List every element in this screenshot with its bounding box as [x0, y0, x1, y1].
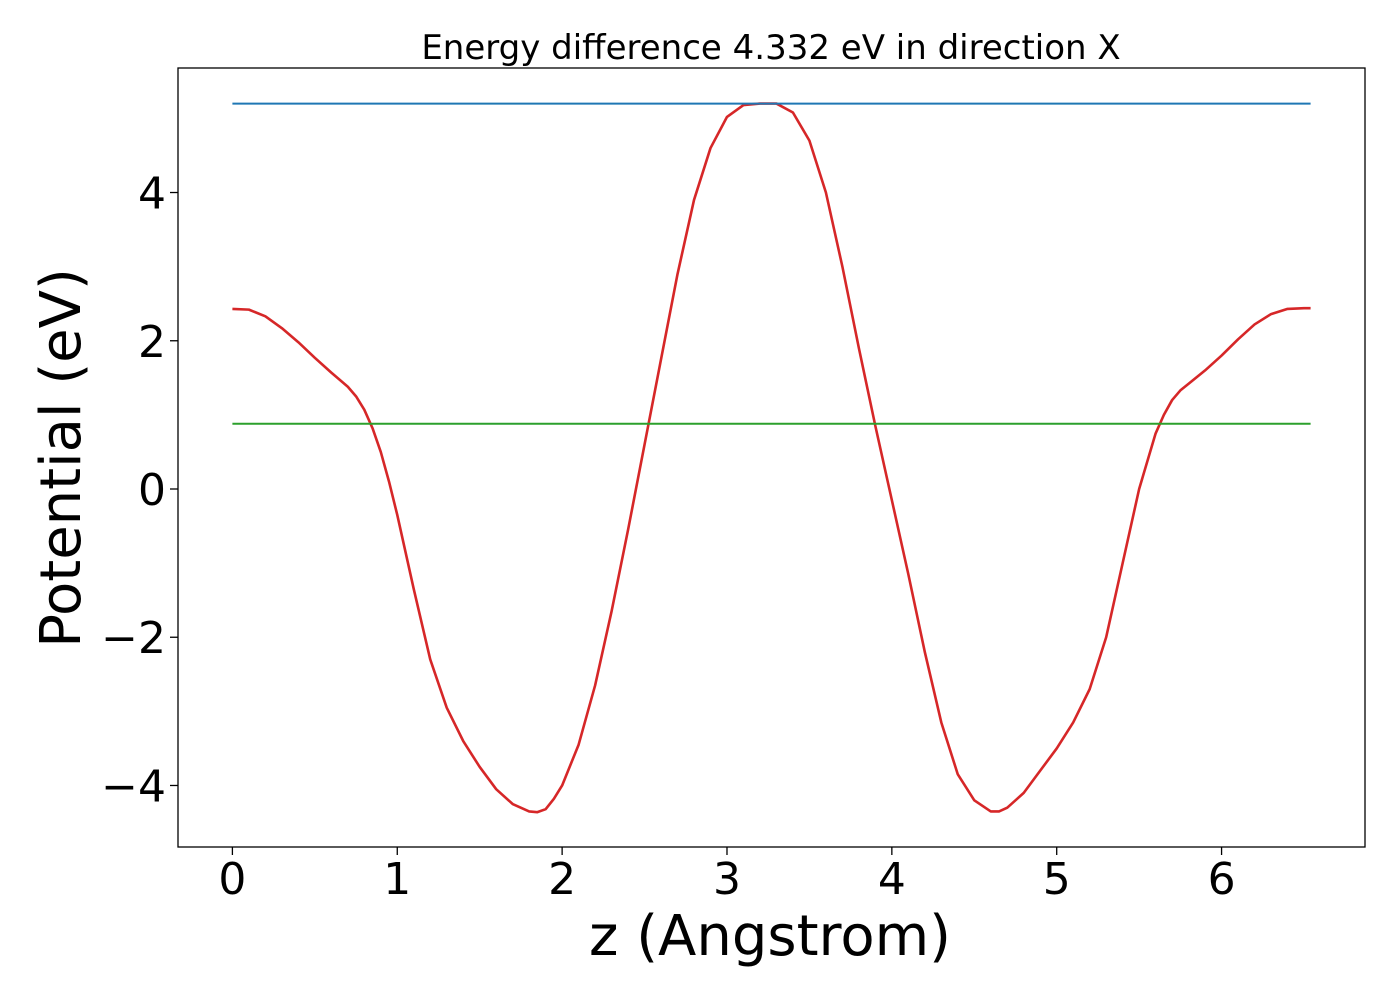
- x-tick-label: 3: [713, 854, 741, 905]
- y-axis-ticks: −4 −2 0 2 4: [101, 169, 178, 812]
- y-axis-label: Potential (eV): [29, 268, 94, 648]
- x-tick-label: 4: [878, 854, 906, 905]
- x-tick-label: 2: [548, 854, 576, 905]
- x-tick-label: 1: [383, 854, 411, 905]
- x-axis-label: z (Angstrom): [589, 904, 951, 969]
- y-tick-label: 0: [138, 465, 166, 516]
- series-line-0: [232, 102, 1311, 814]
- y-tick-label: 2: [138, 317, 166, 368]
- plot-frame: [177, 67, 1366, 848]
- y-tick-label: −2: [101, 613, 166, 664]
- x-tick-label: 5: [1043, 854, 1071, 905]
- chart-title: Energy difference 4.332 eV in direction …: [421, 28, 1120, 68]
- series-layer: [232, 102, 1311, 814]
- x-tick-label: 0: [218, 854, 246, 905]
- y-tick-label: −4: [101, 761, 166, 812]
- y-tick-label: 4: [138, 169, 166, 220]
- x-axis-ticks: 0 1 2 3 4 5 6: [218, 847, 1236, 905]
- x-tick-label: 6: [1208, 854, 1236, 905]
